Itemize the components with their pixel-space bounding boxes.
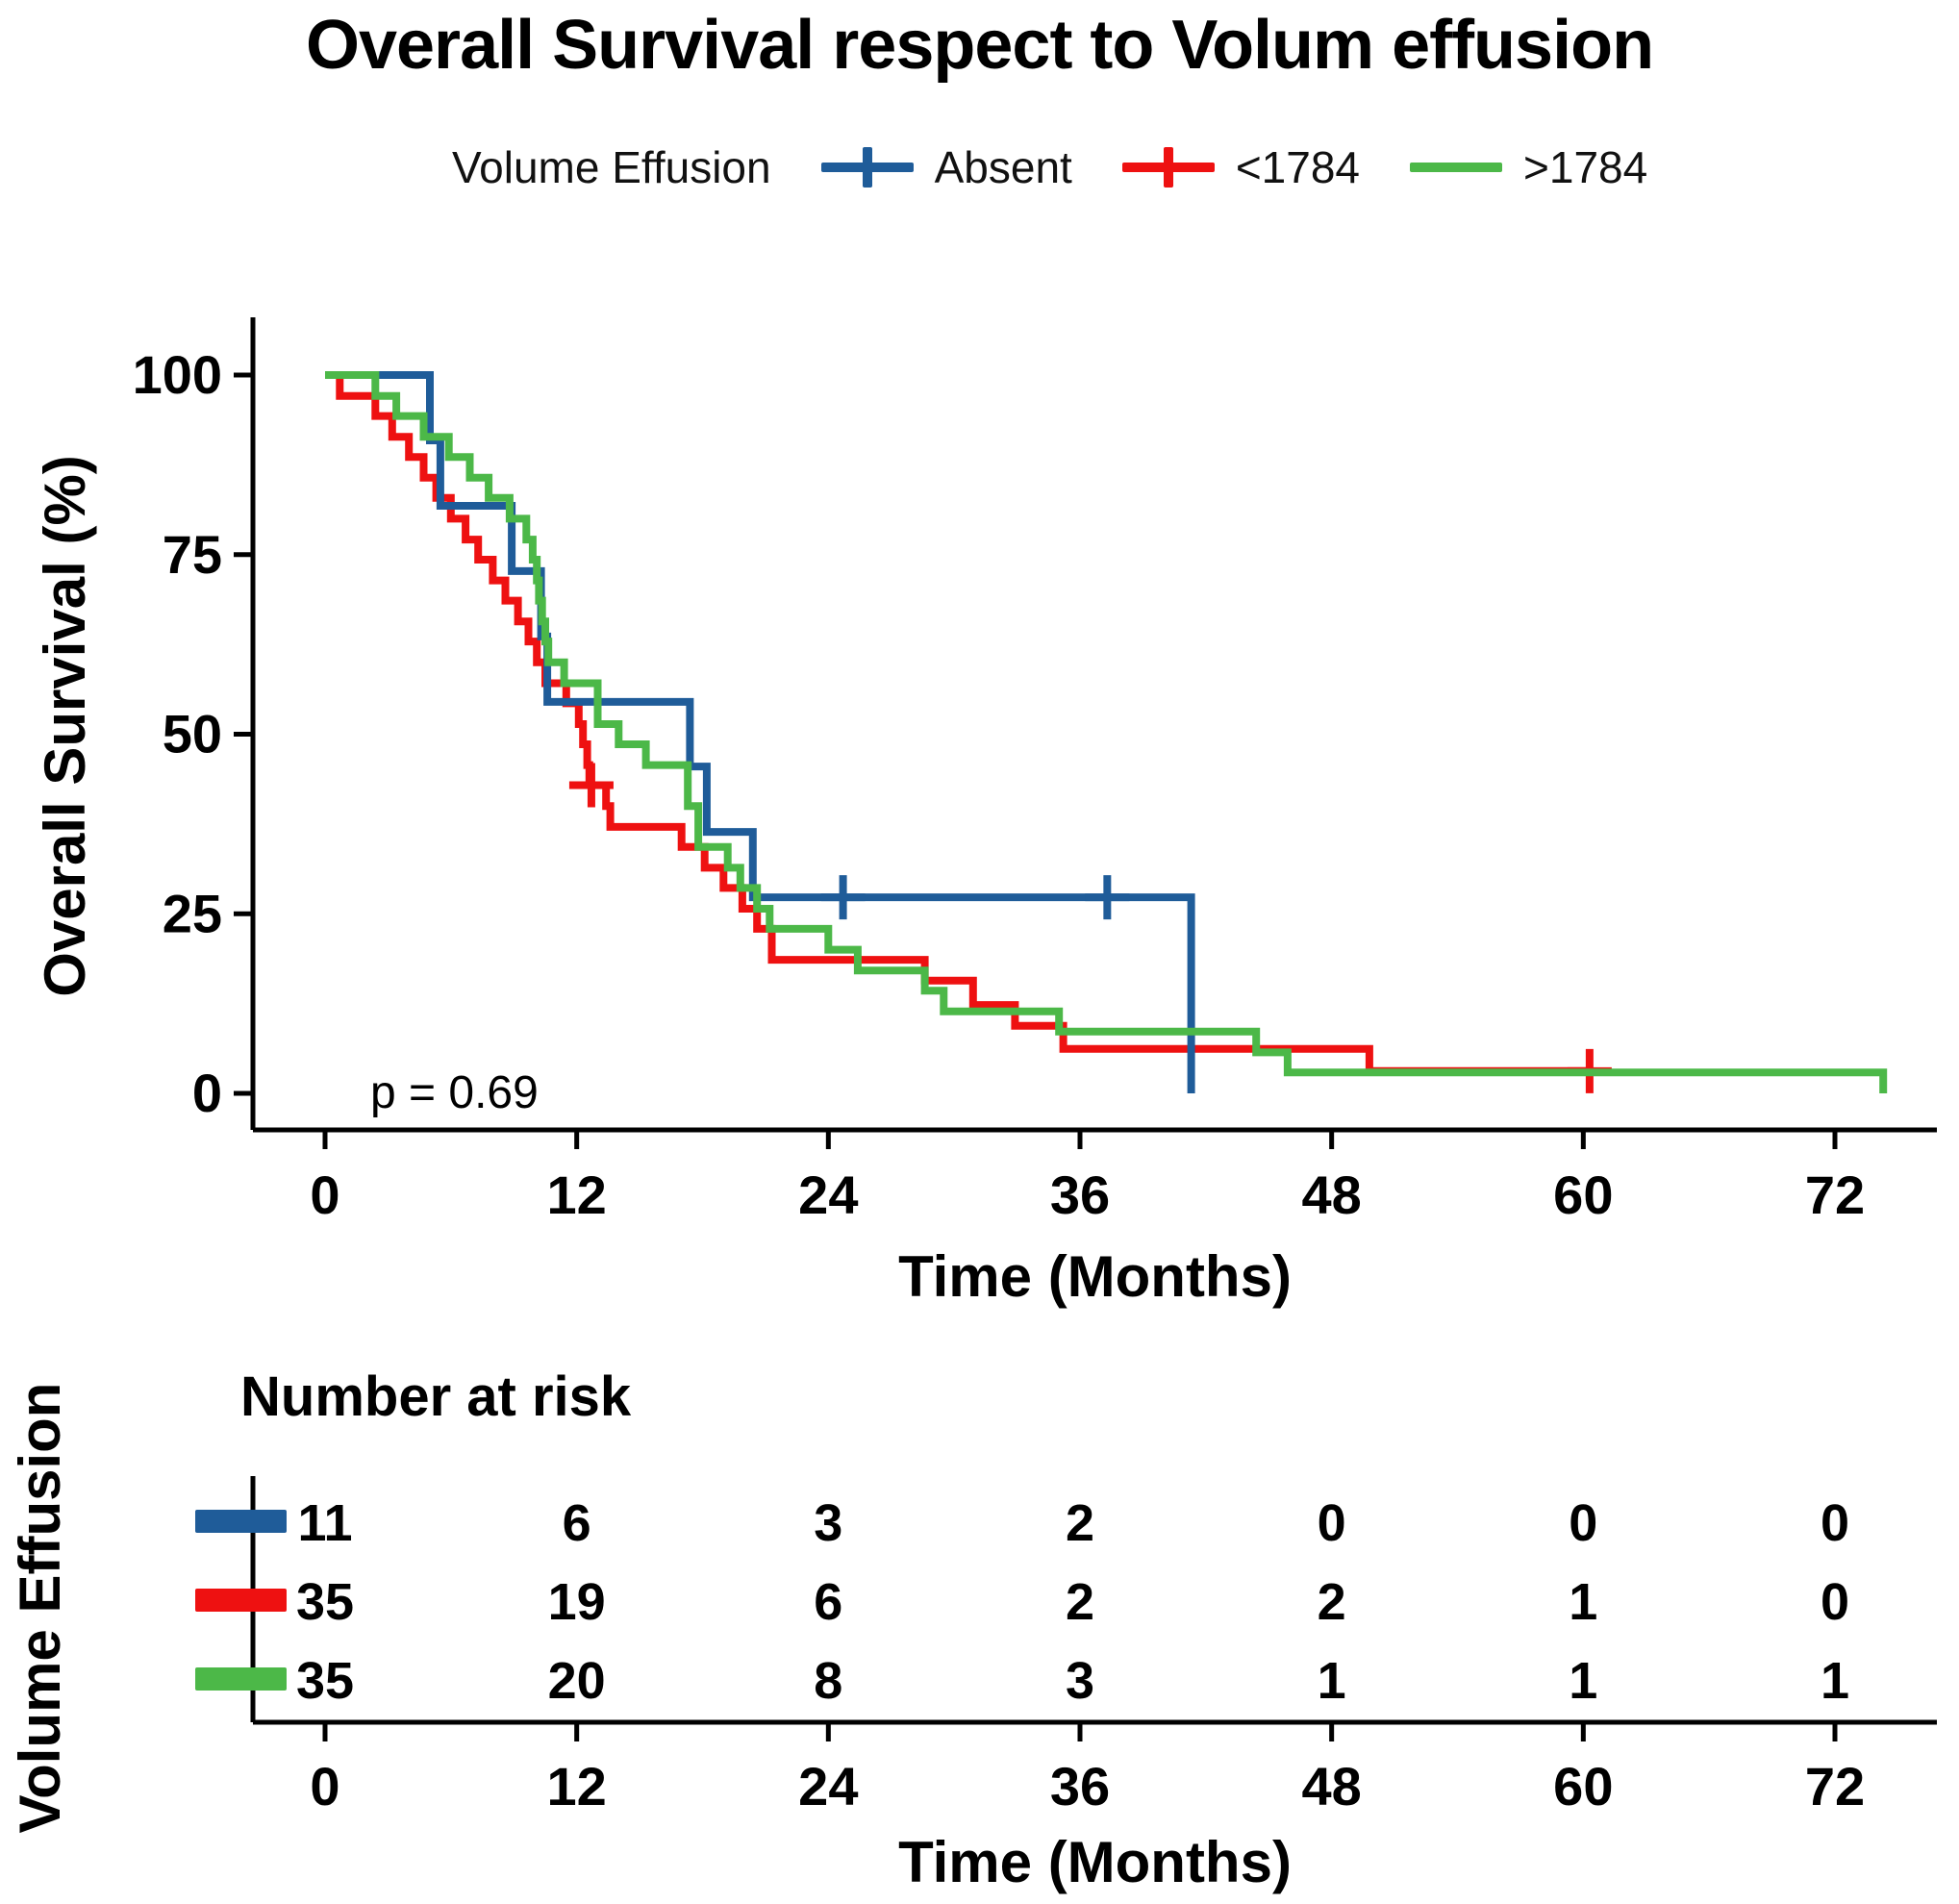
legend-item-1784: >1784	[1410, 141, 1647, 193]
risk-count-1784: 2	[1318, 1573, 1346, 1631]
risk-x-tick-label: 60	[1553, 1756, 1613, 1816]
risk-row-swatch-1784	[195, 1667, 287, 1691]
x-axis-title: Time (Months)	[898, 1244, 1292, 1309]
risk-count-1784: 1	[1318, 1652, 1346, 1710]
censor-mark-absent	[1085, 875, 1130, 920]
risk-count-1784: 1	[1569, 1573, 1597, 1631]
legend-label-absent: Absent	[934, 142, 1072, 192]
risk-count-1784: 3	[1066, 1652, 1094, 1710]
risk-count-1784: 35	[296, 1573, 354, 1631]
risk-count-absent: 2	[1066, 1494, 1094, 1552]
legend-plus-bar	[1163, 147, 1173, 188]
risk-count-1784: 1	[1821, 1652, 1849, 1710]
risk-x-axis-title: Time (Months)	[898, 1830, 1292, 1894]
legend-key-absent-plus-icon	[820, 144, 914, 190]
x-tick-label: 72	[1805, 1165, 1865, 1225]
y-axis-title: Overall Survival (%)	[33, 455, 97, 997]
risk-count-1784: 19	[548, 1573, 606, 1631]
chart-title: Overall Survival respect to Volum effusi…	[305, 7, 1654, 84]
legend-item-1784: <1784	[1121, 141, 1361, 193]
risk-x-tick-label: 0	[310, 1756, 339, 1816]
risk-row-swatch-1784	[195, 1589, 287, 1612]
risk-x-tick-label: 12	[547, 1756, 607, 1816]
legend-key-1784-plus-icon	[1121, 144, 1215, 190]
legend-label-1784: <1784	[1235, 142, 1361, 192]
risk-count-1784: 6	[814, 1573, 842, 1631]
risk-count-1784: 1	[1569, 1652, 1597, 1710]
risk-x-tick-label: 36	[1050, 1756, 1110, 1816]
risk-axis-label: Volume Effusion	[8, 1383, 72, 1834]
y-tick-label: 0	[192, 1063, 222, 1123]
risk-row-swatch-absent	[195, 1510, 287, 1533]
risk-table-title: Number at risk	[240, 1365, 632, 1428]
risk-count-1784: 0	[1821, 1573, 1849, 1631]
x-tick-label: 12	[547, 1165, 607, 1225]
risk-count-1784: 20	[548, 1652, 606, 1710]
risk-count-absent: 3	[814, 1494, 842, 1552]
risk-count-1784: 8	[814, 1652, 842, 1710]
risk-count-1784: 2	[1066, 1573, 1094, 1631]
legend-label-1784: >1784	[1523, 142, 1648, 192]
x-tick-label: 48	[1302, 1165, 1362, 1225]
x-tick-label: 60	[1553, 1165, 1613, 1225]
risk-count-1784: 35	[296, 1652, 354, 1710]
p-value-label: p = 0.69	[370, 1067, 539, 1118]
y-tick-label: 25	[163, 883, 222, 943]
x-tick-label: 36	[1050, 1165, 1110, 1225]
legend-key-1784-line-icon	[1410, 144, 1503, 190]
y-tick-label: 100	[133, 344, 222, 405]
x-tick-label: 24	[798, 1165, 858, 1225]
risk-x-tick-label: 48	[1302, 1756, 1362, 1816]
risk-count-absent: 0	[1569, 1494, 1597, 1552]
legend: Volume Effusion Absent <1784 >1784	[452, 138, 1647, 196]
legend-title: Volume Effusion	[452, 142, 771, 192]
censor-mark-absent	[820, 875, 866, 920]
km-curve-1784	[325, 371, 1590, 1075]
y-tick-label: 50	[163, 704, 222, 764]
x-tick-label: 0	[310, 1165, 339, 1225]
km-curve-absent	[325, 371, 1195, 1093]
legend-line	[1410, 163, 1503, 172]
km-curve-1784	[325, 371, 1888, 1093]
risk-x-tick-label: 72	[1805, 1756, 1865, 1816]
censor-mark-1784	[568, 763, 614, 808]
risk-count-absent: 0	[1821, 1494, 1849, 1552]
risk-count-absent: 11	[297, 1494, 352, 1552]
legend-plus-bar	[862, 147, 872, 188]
risk-x-tick-label: 24	[798, 1756, 858, 1816]
y-tick-label: 75	[163, 524, 222, 585]
risk-count-absent: 0	[1318, 1494, 1346, 1552]
risk-count-absent: 6	[563, 1494, 591, 1552]
legend-item-absent: Absent	[820, 141, 1072, 193]
